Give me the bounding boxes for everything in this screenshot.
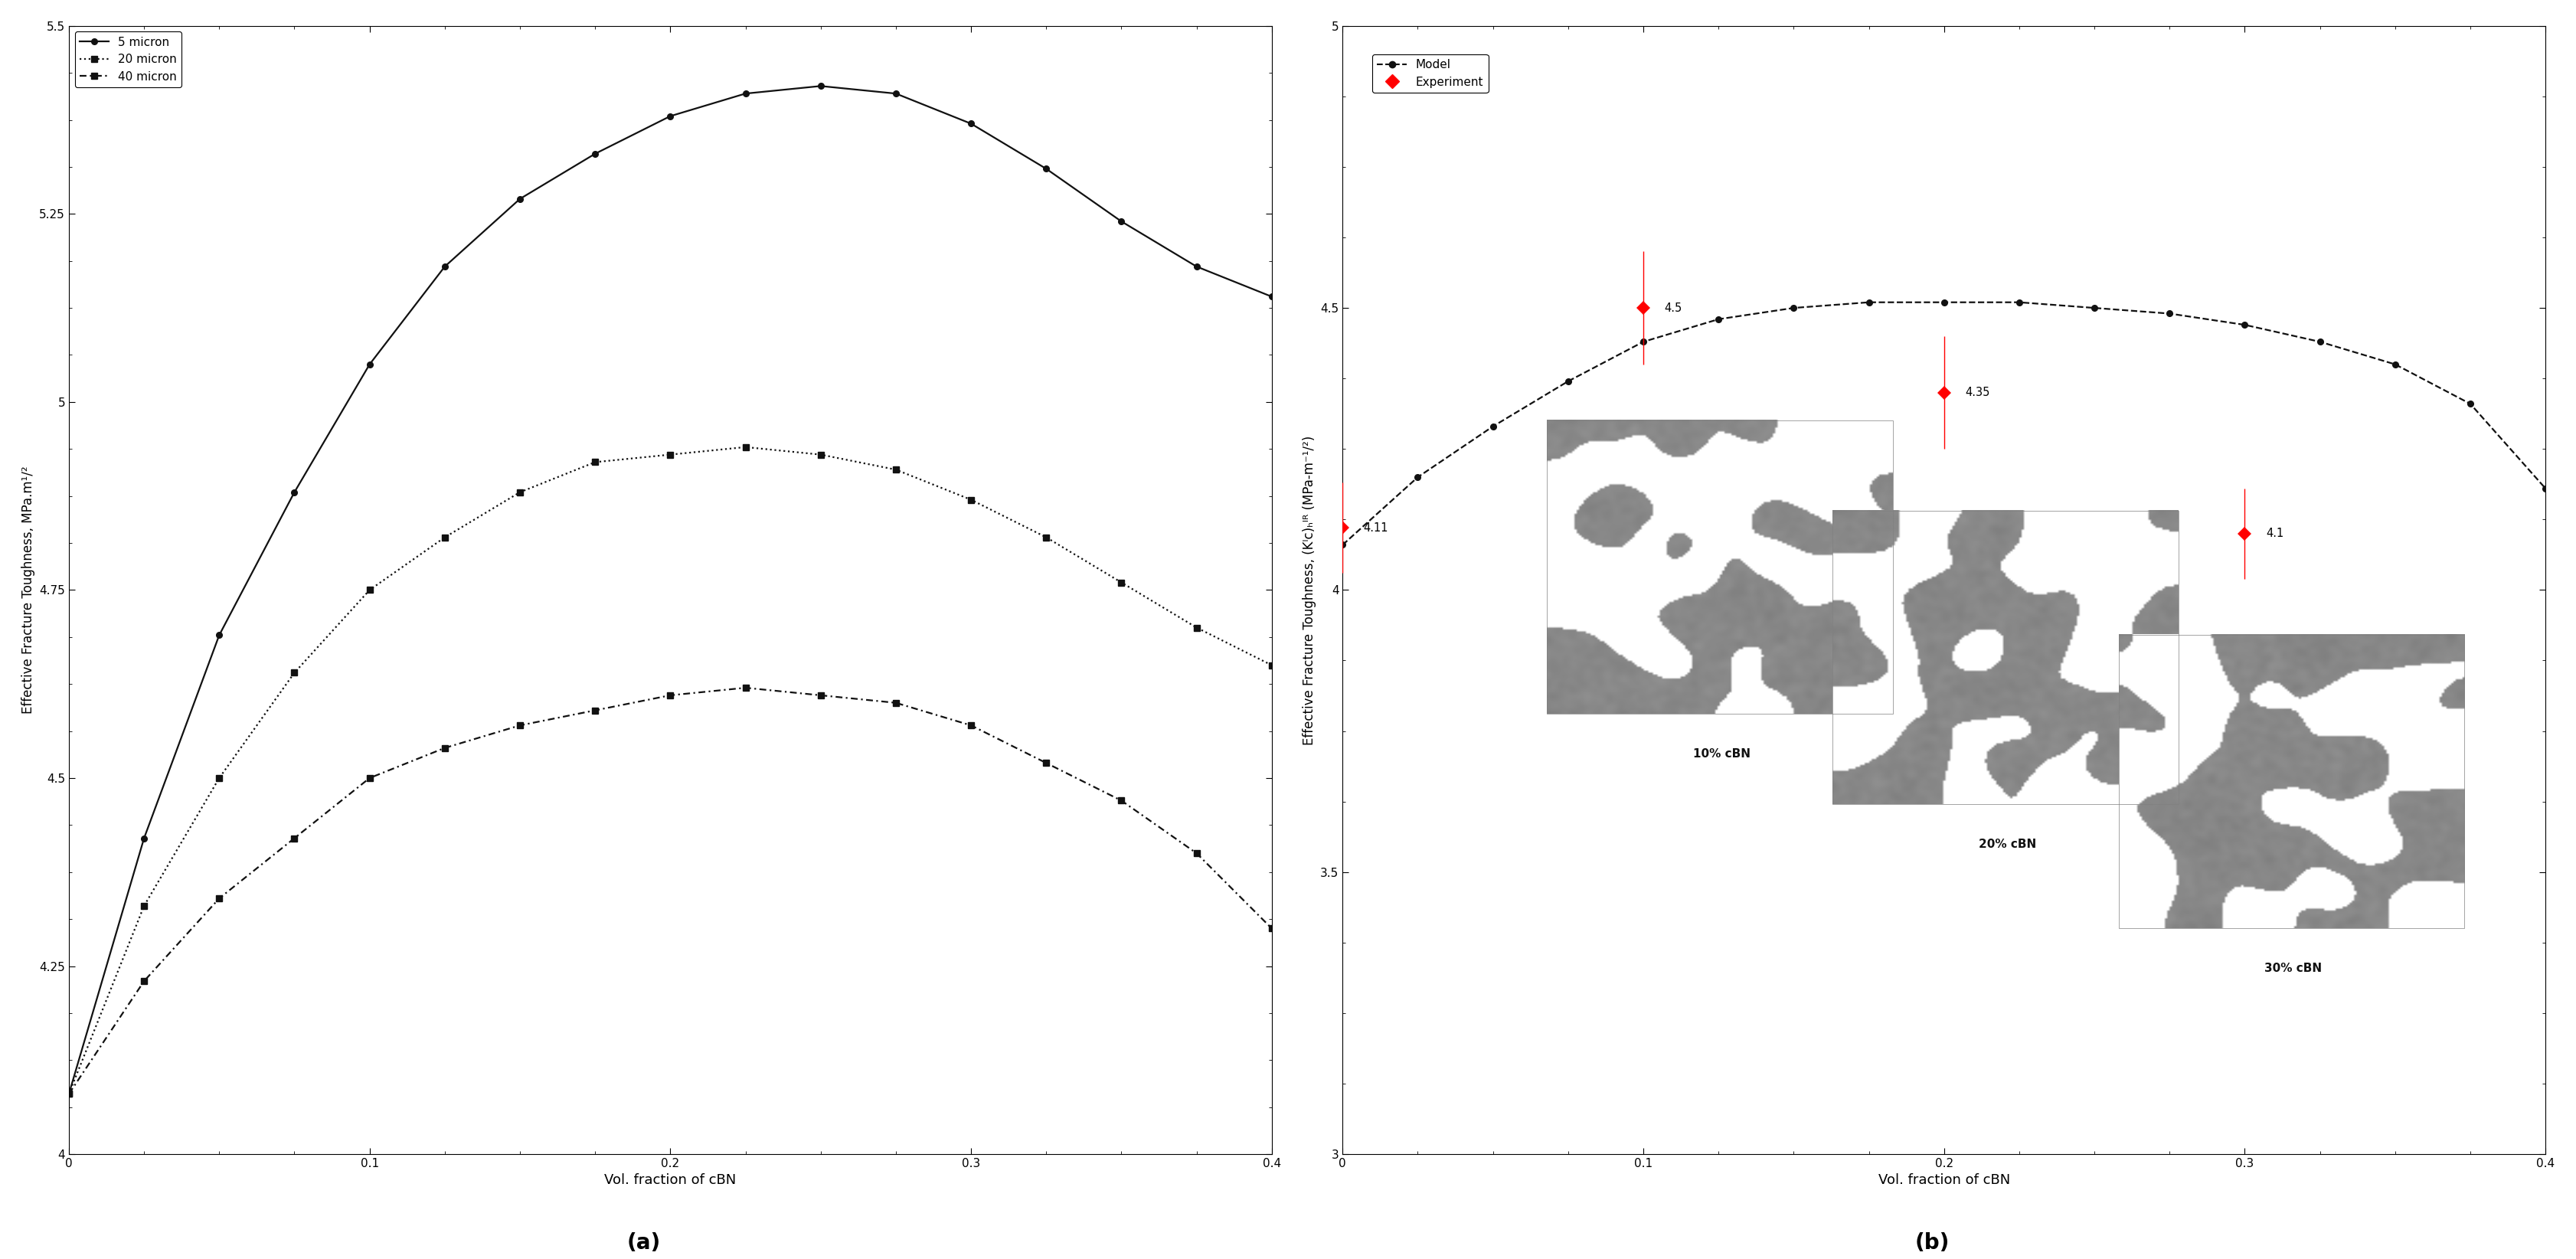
20 micron — [505, 485, 536, 500]
Model — [1401, 470, 1432, 485]
5 micron — [956, 116, 987, 131]
Text: 20% cBN: 20% cBN — [1978, 838, 2035, 850]
40 micron — [654, 687, 685, 703]
Model — [1703, 312, 1734, 327]
40 micron — [430, 740, 461, 755]
20 micron — [353, 583, 384, 598]
Model — [2228, 317, 2259, 332]
40 micron — [806, 687, 837, 703]
40 micron — [956, 718, 987, 733]
Model — [2530, 481, 2561, 496]
Model — [1479, 419, 1510, 434]
20 micron — [1257, 657, 1288, 672]
5 micron — [580, 146, 611, 161]
5 micron — [54, 1087, 85, 1102]
40 micron — [353, 771, 384, 786]
5 micron — [353, 356, 384, 371]
Model — [1852, 295, 1883, 310]
5 micron — [729, 86, 760, 101]
Model — [2455, 397, 2486, 412]
Model — [2079, 301, 2110, 316]
Text: 30% cBN: 30% cBN — [2264, 962, 2321, 973]
5 micron — [881, 86, 912, 101]
5 micron — [806, 78, 837, 93]
Text: 10% cBN: 10% cBN — [1692, 748, 1749, 759]
Model — [2380, 356, 2411, 371]
40 micron — [1030, 755, 1061, 771]
40 micron — [54, 1087, 85, 1102]
Text: 4.1: 4.1 — [2267, 528, 2285, 539]
20 micron — [956, 492, 987, 507]
40 micron — [580, 703, 611, 718]
Text: (a): (a) — [626, 1233, 662, 1254]
Model — [1553, 374, 1584, 389]
40 micron — [1257, 920, 1288, 935]
Model — [1628, 334, 1659, 349]
40 micron — [1182, 846, 1213, 861]
Text: 4.11: 4.11 — [1363, 522, 1388, 534]
Legend: 5 micron, 20 micron, 40 micron: 5 micron, 20 micron, 40 micron — [75, 31, 180, 87]
20 micron — [580, 454, 611, 470]
5 micron — [1030, 161, 1061, 176]
Model — [1327, 538, 1358, 553]
20 micron — [1105, 575, 1136, 590]
Model — [1777, 301, 1808, 316]
40 micron — [729, 680, 760, 695]
5 micron — [129, 831, 160, 846]
5 micron — [505, 191, 536, 206]
20 micron — [654, 447, 685, 462]
20 micron — [1182, 619, 1213, 635]
40 micron — [129, 973, 160, 988]
40 micron — [505, 718, 536, 733]
Model — [2306, 334, 2336, 349]
Line: 20 micron: 20 micron — [67, 444, 1275, 1097]
5 micron — [1257, 290, 1288, 305]
X-axis label: Vol. fraction of cBN: Vol. fraction of cBN — [1878, 1173, 2009, 1187]
20 micron — [204, 771, 234, 786]
X-axis label: Vol. fraction of cBN: Vol. fraction of cBN — [605, 1173, 737, 1187]
5 micron — [1182, 259, 1213, 274]
40 micron — [204, 891, 234, 906]
Model — [1929, 295, 1960, 310]
Bar — [1548, 421, 1893, 714]
5 micron — [654, 108, 685, 123]
20 micron — [430, 530, 461, 545]
40 micron — [881, 695, 912, 710]
20 micron — [129, 899, 160, 914]
20 micron — [54, 1087, 85, 1102]
Text: (b): (b) — [1914, 1233, 1950, 1254]
Y-axis label: Effective Fracture Toughness, MPa.m¹/²: Effective Fracture Toughness, MPa.m¹/² — [21, 466, 36, 714]
Y-axis label: Effective Fracture Toughness, (Kᴵᴄ)ₕᴵᴿ (MPa-m⁻¹/²): Effective Fracture Toughness, (Kᴵᴄ)ₕᴵᴿ (… — [1303, 436, 1316, 745]
Text: 4.5: 4.5 — [1664, 302, 1682, 313]
Line: 5 micron: 5 micron — [67, 83, 1275, 1097]
20 micron — [881, 462, 912, 477]
40 micron — [278, 831, 309, 846]
Text: 4.35: 4.35 — [1965, 387, 1989, 398]
Legend: Model, Experiment: Model, Experiment — [1373, 54, 1489, 92]
20 micron — [806, 447, 837, 462]
Line: Model: Model — [1340, 300, 2548, 548]
5 micron — [430, 259, 461, 274]
5 micron — [278, 485, 309, 500]
Model — [2004, 295, 2035, 310]
40 micron — [1105, 793, 1136, 808]
20 micron — [729, 439, 760, 454]
Model — [2154, 306, 2184, 321]
Bar — [2117, 635, 2465, 928]
Line: 40 micron: 40 micron — [67, 685, 1275, 1097]
20 micron — [278, 665, 309, 680]
5 micron — [1105, 214, 1136, 229]
20 micron — [1030, 530, 1061, 545]
5 micron — [204, 627, 234, 642]
Bar — [1832, 511, 2179, 805]
